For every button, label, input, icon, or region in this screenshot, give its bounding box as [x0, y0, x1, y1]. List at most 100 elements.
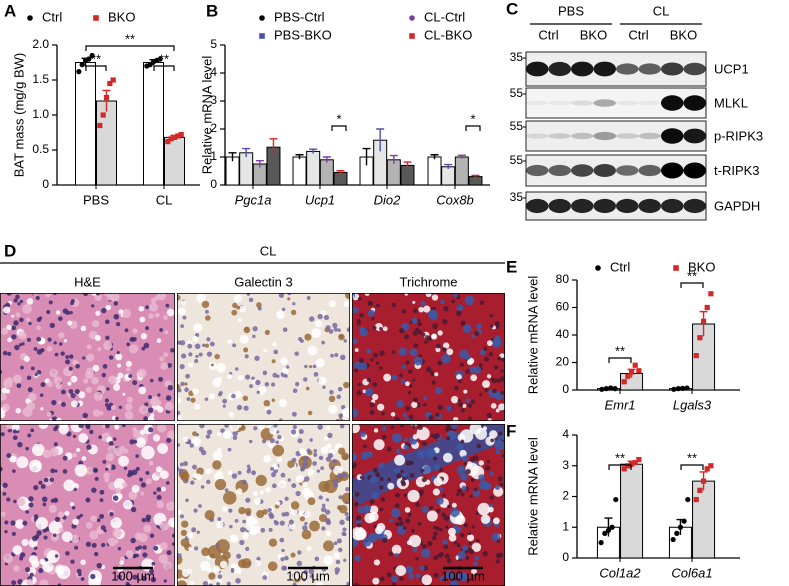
tissue-feature — [404, 334, 410, 340]
tissue-feature — [159, 356, 165, 362]
tissue-feature — [90, 573, 96, 580]
tissue-feature — [473, 561, 478, 567]
tissue-feature — [422, 402, 427, 407]
tissue-feature — [170, 348, 175, 353]
tissue-feature — [454, 385, 459, 391]
tissue-feature — [429, 370, 434, 375]
tissue-feature — [455, 514, 466, 525]
significance-label: ** — [615, 450, 625, 465]
tissue-feature — [369, 402, 375, 408]
tissue-feature — [143, 416, 149, 421]
tissue-feature — [325, 325, 331, 331]
tissue-feature — [368, 511, 379, 522]
tissue-feature — [106, 387, 110, 391]
tissue-feature — [110, 404, 116, 411]
tissue-feature — [423, 305, 431, 313]
tissue-feature — [259, 490, 265, 495]
tissue-feature — [167, 384, 174, 391]
tissue-feature — [320, 310, 327, 317]
x-tick-label: Col6a1 — [671, 565, 712, 580]
tissue-feature — [246, 464, 251, 469]
tissue-feature — [478, 480, 489, 490]
tissue-feature — [469, 457, 475, 462]
tissue-feature — [164, 330, 169, 335]
tissue-feature — [106, 294, 114, 301]
tissue-feature — [22, 520, 28, 526]
tissue-feature — [463, 389, 468, 394]
tissue-feature — [0, 327, 9, 335]
tissue-feature — [411, 528, 416, 533]
tissue-feature — [254, 559, 261, 567]
tissue-feature — [460, 408, 466, 413]
tissue-feature — [10, 520, 16, 526]
tissue-feature — [478, 392, 483, 397]
tissue-feature — [31, 559, 40, 568]
tissue-feature — [46, 381, 53, 388]
tissue-feature — [446, 558, 452, 564]
tissue-feature — [140, 333, 148, 340]
tissue-feature — [94, 334, 101, 342]
tissue-feature — [177, 552, 182, 559]
tissue-feature — [304, 521, 308, 526]
tissue-feature — [271, 359, 276, 364]
legend-marker — [409, 33, 415, 39]
error-bar — [362, 147, 371, 166]
tissue-feature — [489, 430, 498, 439]
tissue-feature — [145, 471, 150, 475]
tissue-feature — [420, 300, 426, 307]
tissue-feature — [290, 309, 297, 316]
tissue-feature — [126, 342, 130, 347]
tissue-feature — [91, 487, 97, 493]
blot-band — [616, 198, 639, 214]
tissue-feature — [205, 315, 211, 321]
tissue-feature — [244, 374, 251, 380]
tissue-feature — [338, 547, 343, 553]
significance-bracket — [680, 464, 704, 470]
data-point — [697, 487, 703, 493]
tissue-feature — [494, 484, 501, 490]
tissue-feature — [15, 407, 22, 414]
tissue-feature — [318, 376, 327, 385]
tissue-feature — [85, 522, 93, 529]
tissue-feature — [309, 438, 313, 442]
group-label: CL — [260, 243, 277, 258]
tissue-feature — [165, 303, 170, 308]
tissue-feature — [112, 383, 121, 391]
tissue-feature — [244, 507, 252, 515]
tissue-feature — [105, 403, 109, 407]
tissue-feature — [85, 370, 94, 380]
bar — [143, 62, 164, 186]
tissue-feature — [153, 545, 159, 551]
tissue-feature — [273, 424, 278, 428]
tissue-feature — [401, 364, 407, 369]
tissue-feature — [69, 501, 75, 507]
tissue-feature — [15, 312, 21, 318]
tissue-feature — [189, 443, 194, 448]
tissue-feature — [192, 387, 199, 395]
mw-marker: 55 — [510, 153, 524, 167]
tissue-feature — [93, 551, 99, 557]
blot-band — [661, 95, 684, 111]
tissue-feature — [50, 468, 56, 474]
tissue-feature — [457, 401, 464, 408]
tissue-feature — [292, 582, 297, 586]
tissue-feature — [235, 367, 239, 371]
tissue-feature — [100, 564, 106, 570]
tissue-feature — [267, 507, 272, 513]
tissue-feature — [243, 347, 249, 353]
tissue-feature — [496, 378, 501, 383]
lane-label: Ctrl — [538, 27, 558, 42]
tissue-feature — [182, 315, 187, 320]
tissue-feature — [434, 372, 439, 377]
tissue-feature — [304, 333, 312, 341]
tissue-feature — [34, 534, 40, 540]
data-point — [621, 379, 627, 385]
error-bar — [403, 161, 412, 169]
tissue-feature — [99, 411, 104, 416]
tissue-feature — [232, 302, 238, 309]
blot-band — [548, 164, 571, 177]
tissue-feature — [432, 488, 440, 496]
data-point — [103, 94, 110, 101]
tissue-feature — [92, 409, 101, 417]
legend-marker — [93, 15, 99, 21]
